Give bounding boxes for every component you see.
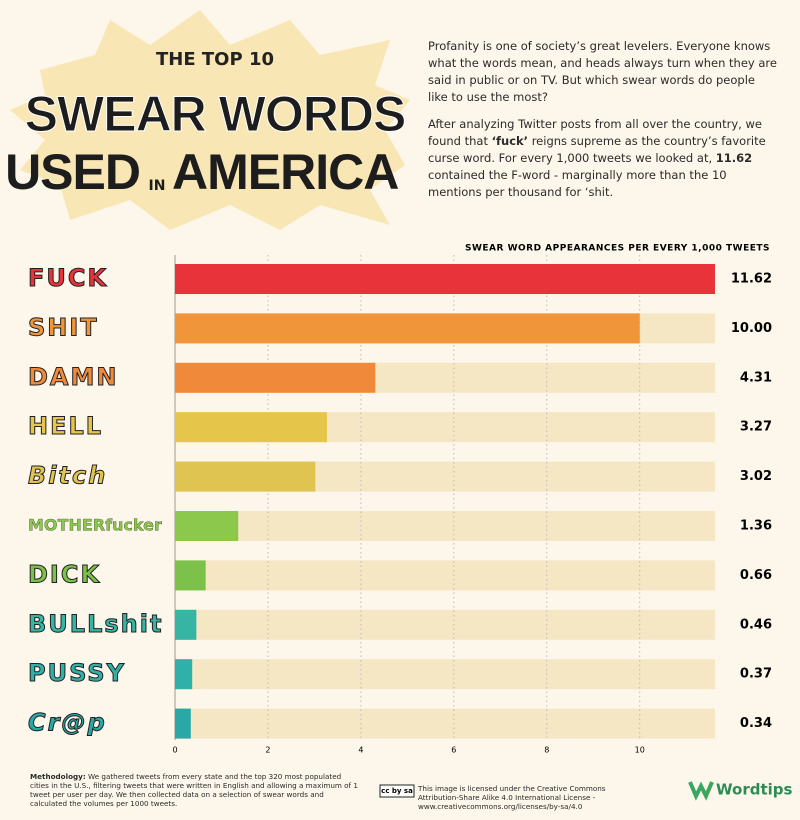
category-label: PUSSY [28, 659, 126, 687]
bar [175, 511, 239, 541]
bar-track [175, 560, 715, 591]
license-badge: cc by sa [381, 787, 413, 795]
intro-segment: ‘fuck’ [491, 134, 529, 148]
bar-track [175, 511, 715, 541]
value-label: 0.34 [740, 716, 772, 731]
intro-p2: After analyzing Twitter posts from all o… [428, 116, 778, 201]
x-tick-label: 0 [172, 746, 177, 755]
methodology: Methodology: We gathered tweets from eve… [30, 772, 360, 808]
pre-title: THE TOP 10 [156, 49, 274, 70]
license: This image is licensed under the Creativ… [418, 784, 606, 811]
value-label: 0.46 [740, 617, 772, 632]
x-tick-label: 8 [544, 746, 549, 755]
category-label: HELL [28, 412, 103, 440]
value-label: 4.31 [740, 370, 772, 385]
license-badge-box [379, 784, 415, 798]
bar-track [175, 609, 715, 640]
category-label: Cr@p [28, 709, 107, 737]
methodology-text: We gathered tweets from every state and … [30, 772, 358, 808]
x-tick-label: 2 [265, 746, 270, 755]
bar-track [175, 659, 715, 690]
intro-segment: After analyzing Twitter posts from all o… [428, 117, 762, 148]
value-label: 11.62 [731, 272, 772, 287]
bar [175, 313, 640, 344]
value-label: 1.36 [740, 519, 772, 534]
bar [175, 659, 193, 690]
title-in: IN [149, 178, 166, 194]
intro-segment: reigns supreme as the country’s favorite… [428, 134, 766, 165]
value-label: 3.27 [740, 420, 772, 435]
bar-track [175, 708, 715, 739]
value-label: 0.66 [740, 568, 772, 583]
category-label: FUCK [28, 264, 108, 292]
category-label: DICK [28, 560, 101, 588]
title-line1: SWEAR WORDS [25, 86, 406, 142]
intro-segment: 11.62 [715, 151, 753, 165]
chart-subtitle: SWEAR WORD APPEARANCES PER EVERY 1,000 T… [465, 244, 770, 254]
brand-logo [688, 781, 714, 801]
title-burst [10, 10, 410, 230]
value-label: 0.37 [740, 667, 772, 682]
category-label: SHIT [28, 313, 99, 341]
intro-p1: Profanity is one of society’s great leve… [428, 39, 777, 104]
x-tick-label: 6 [451, 746, 456, 755]
bar [175, 412, 327, 443]
bar [175, 461, 316, 492]
category-label: Bitch [28, 462, 107, 490]
category-label: MOTHERfucker [28, 516, 162, 535]
methodology-label: Methodology: [30, 772, 86, 781]
brand: Wordtips [716, 781, 793, 799]
bar [175, 708, 191, 739]
bar [175, 362, 376, 393]
value-label: 10.00 [731, 321, 772, 336]
bar [175, 264, 715, 294]
x-tick-label: 4 [358, 746, 363, 755]
bar [175, 609, 197, 640]
intro-segment: contained the F-word - marginally more t… [428, 168, 727, 199]
title-used: USED [5, 144, 140, 200]
category-label: BULLshit [28, 610, 163, 638]
bar [175, 560, 206, 591]
title-america: AMERICA [172, 144, 398, 200]
value-label: 3.02 [740, 469, 772, 484]
category-label: DAMN [28, 363, 118, 391]
x-tick-label: 10 [635, 746, 645, 755]
